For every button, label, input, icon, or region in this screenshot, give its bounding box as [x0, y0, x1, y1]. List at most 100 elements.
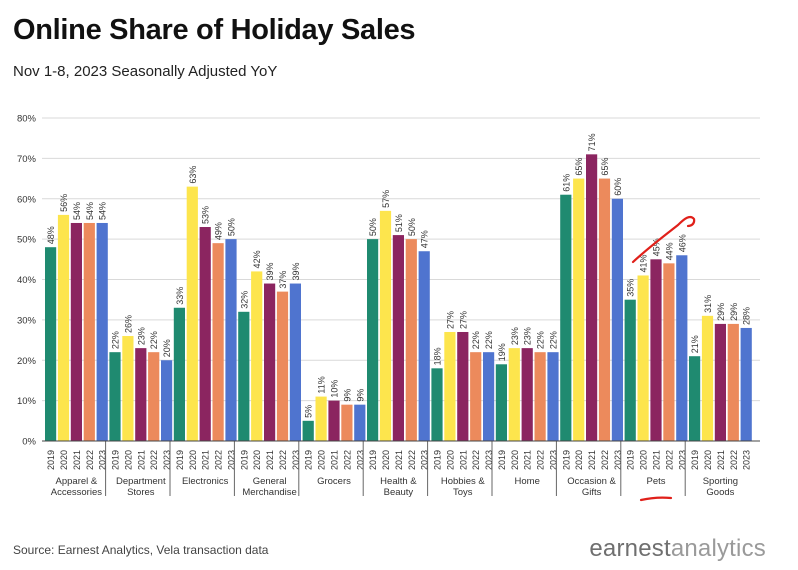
bar	[521, 348, 533, 441]
data-label: 35%	[626, 279, 636, 297]
bar	[148, 352, 160, 441]
data-label: 54%	[72, 202, 82, 220]
data-label: 22%	[549, 331, 559, 349]
bar	[573, 178, 585, 441]
bar	[109, 352, 121, 441]
x-tick-label: 2022	[471, 450, 481, 470]
bar	[354, 404, 366, 441]
category-label: Pets	[646, 476, 665, 487]
data-label: 47%	[420, 230, 430, 248]
bar	[701, 315, 714, 441]
data-label: 50%	[407, 218, 417, 236]
x-tick-label: 2022	[729, 450, 739, 470]
chart-subtitle: Nov 1-8, 2023 Seasonally Adjusted YoY	[13, 63, 278, 80]
data-label: 31%	[703, 295, 713, 313]
data-label: 22%	[484, 331, 494, 349]
x-tick-label: 2022	[278, 450, 288, 470]
bar	[161, 360, 173, 441]
bar	[483, 352, 495, 441]
x-tick-label: 2021	[652, 450, 662, 470]
data-label: 39%	[291, 263, 301, 281]
category-label: Department	[116, 476, 166, 487]
x-tick-label: 2023	[549, 450, 559, 470]
data-label: 44%	[664, 242, 674, 260]
bar	[727, 323, 739, 441]
bar	[199, 227, 211, 441]
data-label: 9%	[342, 389, 352, 402]
y-tick-label: 60%	[17, 194, 37, 205]
brand-logo-part2: analytics	[670, 535, 766, 562]
hand-drawn-arrow	[631, 215, 696, 264]
bar	[367, 239, 379, 441]
bar	[495, 364, 507, 441]
y-tick-label: 0%	[22, 437, 36, 448]
x-tick-label: 2021	[136, 450, 146, 470]
data-label: 56%	[59, 194, 69, 212]
data-label: 57%	[381, 190, 391, 208]
x-tick-label: 2023	[613, 450, 623, 470]
category-label: Toys	[453, 487, 473, 498]
x-tick-label: 2022	[664, 450, 674, 470]
data-label: 26%	[123, 315, 133, 333]
bar	[264, 283, 276, 441]
x-tick-label: 2019	[239, 450, 249, 470]
category-label: Accessories	[51, 487, 102, 498]
x-tick-label: 2020	[574, 450, 584, 470]
x-tick-label: 2023	[162, 450, 172, 470]
data-label: 51%	[394, 214, 404, 232]
y-tick-label: 80%	[17, 114, 37, 125]
x-tick-label: 2022	[214, 450, 224, 470]
bar	[689, 356, 701, 441]
bar	[444, 331, 456, 441]
data-label: 32%	[239, 291, 249, 309]
data-label: 23%	[136, 327, 146, 345]
y-tick-label: 40%	[17, 275, 37, 286]
data-label: 45%	[652, 238, 662, 256]
data-label: 21%	[690, 335, 700, 353]
bar	[251, 271, 263, 441]
data-label: 22%	[149, 331, 159, 349]
data-label: 71%	[587, 133, 597, 151]
x-tick-label: 2021	[394, 450, 404, 470]
x-tick-label: 2019	[690, 450, 700, 470]
bar	[598, 178, 611, 441]
x-tick-label: 2023	[484, 450, 494, 470]
category-label: Merchandise	[242, 487, 296, 498]
bar	[663, 263, 675, 441]
x-tick-label: 2022	[536, 450, 546, 470]
category-label: General	[253, 476, 287, 487]
y-tick-label: 20%	[17, 356, 37, 367]
bar	[637, 275, 649, 441]
x-tick-label: 2019	[368, 450, 378, 470]
x-tick-label: 2020	[59, 450, 69, 470]
x-tick-label: 2019	[46, 450, 56, 470]
bar	[302, 420, 314, 441]
data-label: 28%	[742, 307, 752, 325]
x-tick-label: 2023	[677, 450, 687, 470]
x-tick-label: 2020	[703, 450, 713, 470]
x-tick-label: 2019	[626, 450, 636, 470]
bar	[431, 368, 443, 441]
x-tick-label: 2023	[98, 450, 108, 470]
category-label: Beauty	[384, 487, 414, 498]
bar	[57, 214, 70, 441]
x-tick-label: 2020	[252, 450, 262, 470]
data-label: 22%	[471, 331, 481, 349]
x-tick-label: 2021	[330, 450, 340, 470]
data-label: 22%	[536, 331, 546, 349]
bar	[289, 283, 301, 441]
x-tick-label: 2019	[304, 450, 314, 470]
bar	[135, 348, 147, 441]
x-tick-label: 2021	[265, 450, 275, 470]
bar	[70, 222, 82, 441]
data-label: 10%	[330, 380, 340, 398]
x-tick-label: 2019	[497, 450, 507, 470]
y-tick-label: 30%	[17, 315, 37, 326]
data-label: 65%	[574, 158, 584, 176]
bar-chart: 0% 10% 20% 30% 40% 50% 60% 70% 80% 48% 2019 56% 2020…	[17, 114, 760, 502]
x-tick-label: 2021	[458, 450, 468, 470]
bar	[624, 299, 636, 441]
data-label: 22%	[111, 331, 121, 349]
x-tick-label: 2021	[716, 450, 726, 470]
x-tick-label: 2019	[561, 450, 571, 470]
